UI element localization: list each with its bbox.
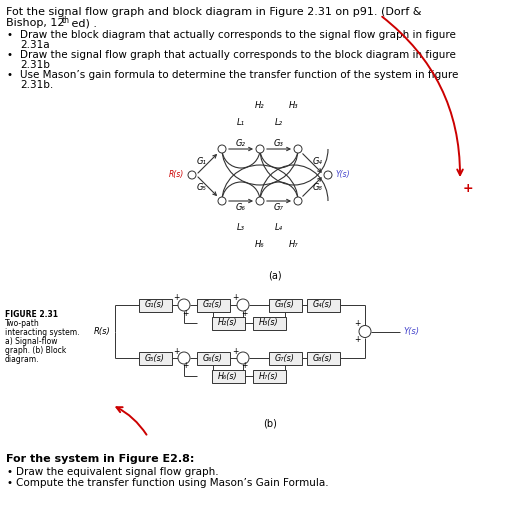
Text: +: + — [173, 293, 179, 302]
Text: G₃(s): G₃(s) — [275, 301, 295, 310]
Text: Draw the signal flow graph that actually corresponds to the block diagram in fig: Draw the signal flow graph that actually… — [20, 50, 456, 60]
Text: +: + — [354, 335, 360, 344]
Circle shape — [178, 299, 190, 311]
Text: H₂(s): H₂(s) — [218, 319, 238, 327]
Text: interacting system.: interacting system. — [5, 328, 79, 337]
Circle shape — [218, 197, 226, 205]
Text: H₆: H₆ — [255, 240, 265, 249]
FancyBboxPatch shape — [196, 299, 229, 312]
Text: G₇: G₇ — [274, 202, 284, 211]
Text: G₅(s): G₅(s) — [145, 354, 165, 362]
Text: +: + — [232, 347, 238, 356]
FancyBboxPatch shape — [253, 370, 286, 382]
Circle shape — [294, 145, 302, 153]
Text: +: + — [182, 309, 188, 317]
Text: •: • — [6, 50, 12, 60]
Text: Bishop, 12: Bishop, 12 — [6, 18, 65, 28]
Text: H₇: H₇ — [289, 240, 299, 249]
FancyBboxPatch shape — [268, 351, 301, 365]
Text: 2.31a: 2.31a — [20, 40, 50, 50]
Text: G₈: G₈ — [313, 184, 323, 192]
Text: +: + — [241, 309, 247, 317]
Text: •: • — [6, 478, 12, 488]
Text: FIGURE 2.31: FIGURE 2.31 — [5, 310, 58, 319]
Text: diagram.: diagram. — [5, 355, 39, 364]
FancyBboxPatch shape — [196, 351, 229, 365]
Circle shape — [256, 197, 264, 205]
FancyBboxPatch shape — [268, 299, 301, 312]
FancyBboxPatch shape — [253, 316, 286, 329]
Text: G₆: G₆ — [236, 202, 246, 211]
Text: ed) .: ed) . — [68, 18, 97, 28]
Text: +: + — [241, 361, 247, 370]
Text: +: + — [354, 319, 360, 328]
Text: H₂: H₂ — [255, 101, 265, 110]
Text: (a): (a) — [268, 270, 282, 280]
FancyArrowPatch shape — [117, 407, 146, 435]
FancyBboxPatch shape — [212, 370, 245, 382]
Text: Fot the signal flow graph and block diagram in Figure 2.31 on p91. (Dorf &: Fot the signal flow graph and block diag… — [6, 7, 422, 17]
Text: G₄: G₄ — [313, 157, 323, 166]
FancyBboxPatch shape — [307, 351, 340, 365]
Text: H₇(s): H₇(s) — [259, 371, 279, 381]
Text: For the system in Figure E2.8:: For the system in Figure E2.8: — [6, 454, 194, 464]
Text: L₃: L₃ — [237, 223, 245, 232]
Text: 2.31b.: 2.31b. — [20, 80, 53, 90]
FancyBboxPatch shape — [307, 299, 340, 312]
Text: G₁(s): G₁(s) — [145, 301, 165, 310]
Text: •: • — [6, 30, 12, 40]
Text: 2.31b: 2.31b — [20, 60, 50, 70]
Text: •: • — [6, 467, 12, 477]
Text: L₄: L₄ — [275, 223, 283, 232]
Text: G₃: G₃ — [274, 139, 284, 147]
Text: R(s): R(s) — [94, 327, 111, 336]
Text: G₂: G₂ — [236, 139, 246, 147]
Text: Draw the block diagram that actually corresponds to the signal flow graph in fig: Draw the block diagram that actually cor… — [20, 30, 456, 40]
Text: Compute the transfer function using Mason’s Gain Formula.: Compute the transfer function using Maso… — [16, 478, 329, 488]
Circle shape — [237, 299, 249, 311]
Text: Y(s): Y(s) — [336, 170, 351, 179]
Text: +: + — [182, 361, 188, 370]
FancyBboxPatch shape — [139, 351, 172, 365]
Circle shape — [256, 145, 264, 153]
Text: H₃(s): H₃(s) — [259, 319, 279, 327]
Text: Use Mason’s gain formula to determine the transfer function of the system in fig: Use Mason’s gain formula to determine th… — [20, 70, 458, 80]
Circle shape — [324, 171, 332, 179]
Text: +: + — [173, 347, 179, 356]
Circle shape — [294, 197, 302, 205]
Text: G₈(s): G₈(s) — [313, 354, 333, 362]
Text: G₂(s): G₂(s) — [203, 301, 223, 310]
Circle shape — [188, 171, 196, 179]
Text: th: th — [62, 16, 70, 25]
Text: H₆(s): H₆(s) — [218, 371, 238, 381]
Circle shape — [237, 352, 249, 364]
Text: G₁: G₁ — [197, 157, 207, 166]
Text: Y(s): Y(s) — [403, 327, 419, 336]
Text: G₅: G₅ — [197, 184, 207, 192]
Text: Draw the equivalent signal flow graph.: Draw the equivalent signal flow graph. — [16, 467, 218, 477]
Text: (b): (b) — [263, 418, 277, 428]
Text: Two-path: Two-path — [5, 319, 40, 328]
Text: G₆(s): G₆(s) — [203, 354, 223, 362]
Text: H₃: H₃ — [289, 101, 299, 110]
FancyBboxPatch shape — [139, 299, 172, 312]
Text: graph. (b) Block: graph. (b) Block — [5, 346, 66, 355]
Text: a) Signal-flow: a) Signal-flow — [5, 337, 58, 346]
Text: •: • — [6, 70, 12, 80]
Text: G₄(s): G₄(s) — [313, 301, 333, 310]
Circle shape — [178, 352, 190, 364]
Text: +: + — [463, 181, 474, 195]
Text: +: + — [232, 293, 238, 302]
FancyBboxPatch shape — [212, 316, 245, 329]
Text: L₂: L₂ — [275, 118, 283, 127]
FancyArrowPatch shape — [382, 17, 463, 175]
Circle shape — [218, 145, 226, 153]
Text: G₇(s): G₇(s) — [275, 354, 295, 362]
Text: R(s): R(s) — [169, 170, 184, 179]
Text: L₁: L₁ — [237, 118, 245, 127]
Circle shape — [359, 325, 371, 337]
